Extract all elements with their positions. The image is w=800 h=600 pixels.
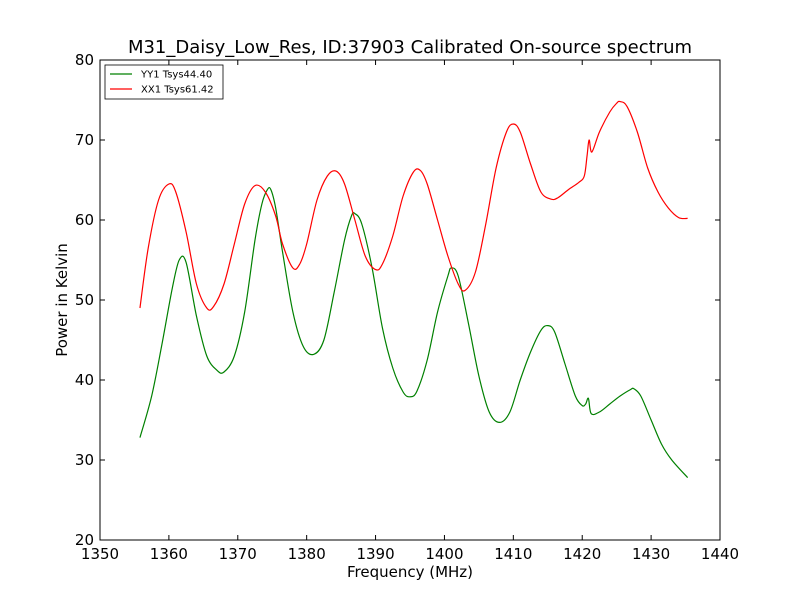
chart-title: M31_Daisy_Low_Res, ID:37903 Calibrated O… xyxy=(128,37,692,58)
legend-box xyxy=(104,64,224,100)
y-tick-label: 70 xyxy=(75,131,94,149)
y-axis-title: Power in Kelvin xyxy=(53,243,71,357)
y-tick-label: 30 xyxy=(75,451,94,469)
x-tick-label: 1420 xyxy=(563,545,601,563)
legend-label-xx1: XX1 Tsys61.42 xyxy=(141,85,214,96)
y-tick-label: 60 xyxy=(75,211,94,229)
x-tick-label: 1400 xyxy=(425,545,463,563)
y-tick-label: 80 xyxy=(75,51,94,69)
legend-label-yy1: YY1 Tsys44.40 xyxy=(140,70,212,81)
y-tick-label: 20 xyxy=(75,531,94,549)
legend: YY1 Tsys44.40 XX1 Tsys61.42 xyxy=(104,64,224,100)
x-tick-label: 1440 xyxy=(701,545,739,563)
series-layer xyxy=(139,100,689,479)
y-tick-label: 40 xyxy=(75,371,94,389)
y-tick-label: 50 xyxy=(75,291,94,309)
x-tick-label: 1360 xyxy=(150,545,188,563)
x-tick-label: 1430 xyxy=(632,545,670,563)
x-tick-label: 1370 xyxy=(219,545,257,563)
x-tick-label: 1350 xyxy=(81,545,119,563)
series-line-yy1 xyxy=(139,186,689,479)
x-tick-label: 1410 xyxy=(494,545,532,563)
x-tick-label: 1390 xyxy=(356,545,394,563)
series-line-xx1 xyxy=(139,100,688,311)
ticks-layer: 1350 1360 1370 1380 1390 1400 1410 1420 1430 1440… xyxy=(75,51,739,563)
plot-area xyxy=(100,60,720,540)
x-tick-label: 1380 xyxy=(288,545,326,563)
x-axis-title: Frequency (MHz) xyxy=(347,563,473,581)
